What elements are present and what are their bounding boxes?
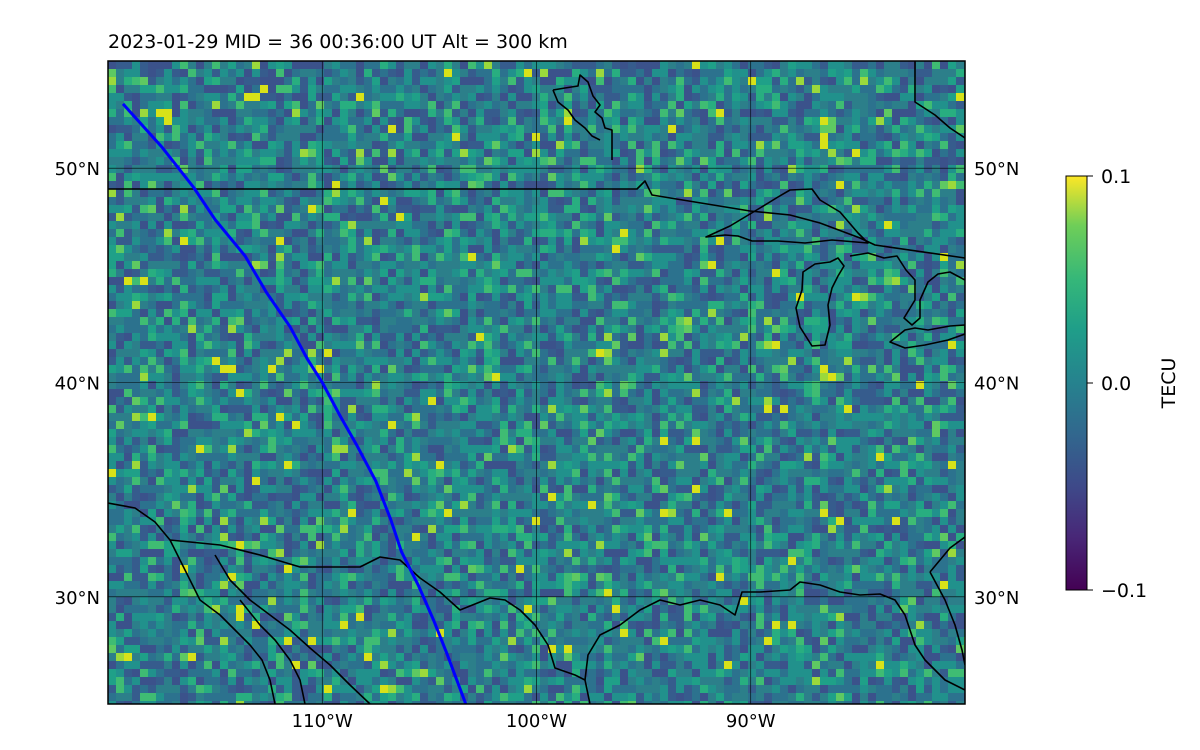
lake-michigan bbox=[795, 257, 845, 347]
colorbar-tick-label: 0.0 bbox=[1101, 373, 1131, 395]
colorbar-tick-label: −0.1 bbox=[1101, 580, 1147, 602]
lon-label: 90°W bbox=[726, 711, 776, 732]
hudson-bay-shore bbox=[552, 74, 613, 160]
pacific-coast bbox=[108, 502, 276, 704]
satellite-track bbox=[121, 102, 468, 704]
figure-title: 2023-01-29 MID = 36 00:36:00 UT Alt = 30… bbox=[108, 31, 568, 53]
baja-peninsula bbox=[239, 599, 306, 704]
lon-label: 110°W bbox=[292, 711, 353, 732]
lat-label-right: 40°N bbox=[974, 374, 1019, 395]
hudson-bay-shore-2 bbox=[552, 89, 601, 141]
lat-label-right: 50°N bbox=[974, 159, 1019, 180]
colorbar-ticks: 0.1 0.0 −0.1 bbox=[1087, 166, 1147, 602]
coastlines-and-borders bbox=[108, 61, 965, 704]
florida-coast bbox=[929, 536, 965, 573]
lat-label-left: 50°N bbox=[55, 159, 100, 180]
gulf-coast bbox=[584, 581, 965, 691]
colorbar-label: TECU bbox=[1158, 358, 1180, 410]
us-mexico-border bbox=[169, 539, 591, 704]
lake-huron bbox=[849, 252, 965, 326]
map-frame bbox=[107, 60, 966, 705]
tec-field-pixels bbox=[108, 61, 965, 704]
lat-label-left: 30°N bbox=[55, 588, 100, 609]
lon-label: 100°W bbox=[506, 711, 567, 732]
map-area bbox=[108, 61, 965, 704]
axis-labels: 30°N 30°N 40°N 40°N 50°N 50°N 110°W 100°W 90°W bbox=[55, 159, 1020, 732]
lake-superior bbox=[705, 188, 869, 244]
colorbar bbox=[1065, 175, 1088, 591]
gulf-of-california bbox=[214, 554, 371, 704]
lat-label-left: 40°N bbox=[55, 374, 100, 395]
quebec-shore bbox=[914, 61, 965, 139]
lat-label-right: 30°N bbox=[974, 588, 1019, 609]
colorbar-tick-label: 0.1 bbox=[1101, 166, 1131, 188]
florida-coast-2 bbox=[929, 571, 965, 666]
lake-erie bbox=[889, 324, 965, 349]
